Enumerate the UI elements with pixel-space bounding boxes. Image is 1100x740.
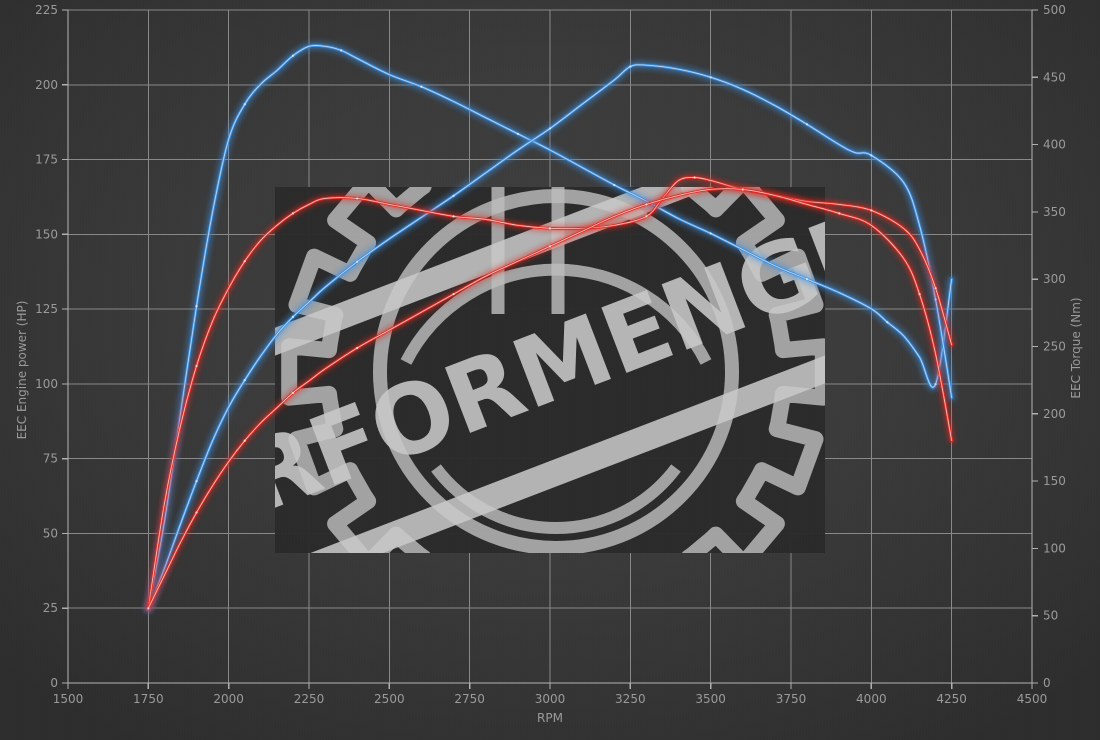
series-torque-1 xyxy=(145,62,955,612)
axis-tick-label: 350 xyxy=(1043,205,1066,219)
axis-tick-label: 450 xyxy=(1043,70,1066,84)
data-point xyxy=(195,511,198,514)
axis-tick-label: 2250 xyxy=(294,692,325,706)
axis-tick-label: 75 xyxy=(43,452,58,466)
data-point xyxy=(195,305,198,308)
bottom-axis-title: RPM xyxy=(537,711,563,725)
data-point xyxy=(420,85,423,88)
series-torque-0 xyxy=(145,42,955,612)
data-point xyxy=(709,232,712,235)
data-series xyxy=(145,42,955,612)
axis-tick-label: 100 xyxy=(35,377,58,391)
axis-tick-label: 175 xyxy=(35,153,58,167)
axis-tick-label: 0 xyxy=(50,676,58,690)
data-point xyxy=(291,315,295,318)
axis-tick-label: 4000 xyxy=(856,692,887,706)
axis-tick-label: 500 xyxy=(1043,3,1066,17)
data-point xyxy=(195,480,198,483)
axis-tick-label: 4500 xyxy=(1017,692,1048,706)
data-point xyxy=(147,607,150,610)
data-point xyxy=(805,278,809,281)
axis-tick-label: 125 xyxy=(35,302,58,316)
axis-tick-label: 225 xyxy=(35,3,58,17)
data-point xyxy=(356,197,359,200)
data-point xyxy=(934,298,937,301)
axis-tick-label: 0 xyxy=(1043,676,1051,690)
data-point xyxy=(805,123,809,126)
axis-tick-label: 300 xyxy=(1043,272,1066,286)
series-core xyxy=(147,45,953,610)
data-point xyxy=(243,103,246,106)
axis-tick-label: 3250 xyxy=(615,692,646,706)
data-point xyxy=(613,183,616,187)
axis-tick-label: 3500 xyxy=(695,692,726,706)
data-point xyxy=(452,293,455,296)
data-point xyxy=(243,260,246,263)
watermark-band-top xyxy=(275,187,825,390)
data-point xyxy=(838,212,841,215)
axis-tick-label: 200 xyxy=(35,78,58,92)
data-point xyxy=(291,54,295,57)
data-point xyxy=(629,65,632,68)
axis-tick-label: 400 xyxy=(1043,138,1066,152)
axis-tick-label: 2000 xyxy=(213,692,244,706)
data-point xyxy=(356,346,359,350)
axis-tick-label: 150 xyxy=(35,227,58,241)
right-axis-title: EEC Torque (Nm) xyxy=(1069,297,1083,398)
data-point xyxy=(870,154,873,157)
axis-tick-label: 100 xyxy=(1043,541,1066,555)
axis-tick-label: 25 xyxy=(43,601,58,615)
axis-tick-label: 1500 xyxy=(53,692,84,706)
axis-tick-label: 3000 xyxy=(535,692,566,706)
series-core xyxy=(147,64,953,610)
data-point xyxy=(741,188,744,191)
axis-tick-label: 50 xyxy=(43,526,58,540)
data-point xyxy=(645,203,648,206)
data-point xyxy=(934,383,937,386)
axis-tick-label: 3750 xyxy=(776,692,807,706)
data-point xyxy=(243,379,246,382)
series-power-2 xyxy=(145,174,955,611)
data-point xyxy=(548,245,552,248)
axis-tick-label: 200 xyxy=(1043,407,1066,421)
axis-tick-labels: 0255075100125150175200225050100150200250… xyxy=(35,3,1066,706)
data-point xyxy=(886,321,889,324)
axis-tick-label: 50 xyxy=(1043,609,1058,623)
data-point xyxy=(452,194,455,197)
data-point xyxy=(645,215,648,218)
data-point xyxy=(870,209,873,212)
gear-outline xyxy=(281,187,825,553)
data-point xyxy=(709,76,712,79)
data-point xyxy=(452,215,455,218)
data-point xyxy=(918,293,921,296)
axis-tick-label: 2500 xyxy=(374,692,405,706)
data-point xyxy=(548,227,552,230)
left-axis-title: EEC Engine power (HP) xyxy=(15,301,29,440)
data-point xyxy=(243,439,246,442)
series-core xyxy=(147,177,953,609)
data-point xyxy=(548,127,552,130)
data-point xyxy=(340,49,343,52)
data-point xyxy=(934,287,937,290)
data-point xyxy=(356,260,359,263)
series-core xyxy=(147,188,953,609)
axis-tick-label: 250 xyxy=(1043,340,1066,354)
data-point xyxy=(291,391,295,394)
data-point xyxy=(195,364,198,368)
axis-tick-label: 4250 xyxy=(936,692,967,706)
data-point xyxy=(516,132,519,135)
axis-tick-label: 150 xyxy=(1043,474,1066,488)
watermark-band-bottom xyxy=(275,322,825,553)
series-power-3 xyxy=(145,186,955,611)
data-point xyxy=(693,176,696,179)
axis-tick-label: 2750 xyxy=(454,692,485,706)
axis-tick-label: 1750 xyxy=(133,692,164,706)
data-point xyxy=(291,212,295,215)
